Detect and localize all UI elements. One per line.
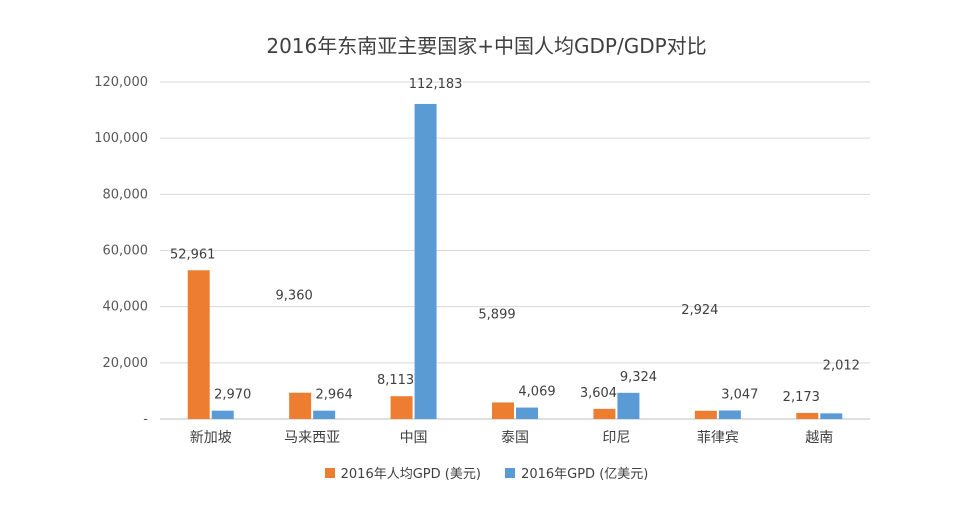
data-label: 8,113 bbox=[377, 373, 414, 388]
legend-swatch-blue bbox=[505, 467, 516, 478]
bar-gdp bbox=[718, 410, 741, 419]
data-label: 2,012 bbox=[823, 358, 860, 373]
data-label: 3,047 bbox=[721, 387, 758, 402]
y-tick-label: 20,000 bbox=[103, 356, 149, 371]
data-label: 9,360 bbox=[276, 289, 313, 304]
data-labels: 52,961 2,970 9,360 2,964 8,113 112,183 5,899 4,… bbox=[170, 77, 860, 405]
bar-per-capita bbox=[694, 410, 717, 419]
gridlines bbox=[160, 81, 870, 420]
data-label: 2,970 bbox=[214, 388, 251, 403]
x-category-label: 新加坡 bbox=[190, 430, 232, 446]
chart-title: 2016年东南亚主要国家+中国人均GDP/GDP对比 bbox=[266, 34, 707, 58]
data-label: 2,173 bbox=[783, 390, 820, 405]
y-tick-label: 100,000 bbox=[94, 131, 148, 146]
bar-per-capita bbox=[390, 396, 413, 419]
bar-gdp bbox=[313, 410, 336, 419]
bar-gdp bbox=[617, 392, 640, 419]
legend-item-gdp: 2016年GPD (亿美元) bbox=[505, 463, 648, 482]
data-label: 3,604 bbox=[580, 386, 617, 401]
legend-item-per-capita: 2016年人均GPD (美元) bbox=[324, 463, 481, 482]
bar-per-capita bbox=[187, 270, 210, 419]
x-category-label: 越南 bbox=[805, 430, 833, 446]
y-tick-label: 60,000 bbox=[103, 244, 149, 259]
bar-per-capita bbox=[796, 412, 819, 419]
y-tick-label: 120,000 bbox=[94, 75, 148, 90]
bar-gdp bbox=[414, 103, 437, 419]
data-label: 9,324 bbox=[620, 370, 657, 385]
legend-label-per-capita: 2016年人均GPD (美元) bbox=[340, 467, 481, 482]
legend-label-gdp: 2016年GPD (亿美元) bbox=[521, 467, 649, 482]
data-label: 2,964 bbox=[316, 388, 353, 403]
data-label: 2,924 bbox=[681, 303, 718, 318]
x-category-label: 菲律宾 bbox=[697, 430, 739, 446]
bars bbox=[187, 103, 843, 419]
data-label: 112,183 bbox=[409, 77, 463, 92]
x-axis-categories: 新加坡 马来西亚 中国 泰国 印尼 菲律宾 越南 bbox=[190, 430, 834, 446]
x-category-label: 泰国 bbox=[501, 430, 529, 446]
legend-swatch-orange bbox=[324, 467, 335, 478]
y-tick-label: 40,000 bbox=[103, 300, 149, 315]
y-tick-label: 80,000 bbox=[103, 187, 149, 202]
x-category-label: 马来西亚 bbox=[284, 430, 340, 446]
x-category-label: 中国 bbox=[400, 430, 428, 446]
bar-chart: -20,00040,00060,00080,000100,000120,000 … bbox=[94, 75, 870, 446]
data-label: 52,961 bbox=[170, 247, 216, 262]
bar-gdp bbox=[820, 413, 843, 419]
bar-per-capita bbox=[289, 392, 312, 419]
bar-per-capita bbox=[593, 408, 616, 419]
bar-gdp bbox=[516, 407, 538, 419]
y-tick-label: - bbox=[143, 412, 148, 427]
y-axis-ticks: - 20,000 40,000 60,000 80,000 100,000 120,000 bbox=[94, 75, 148, 427]
data-label: 5,899 bbox=[478, 307, 515, 322]
bar-gdp bbox=[211, 410, 234, 419]
data-label: 4,069 bbox=[518, 385, 555, 400]
x-category-label: 印尼 bbox=[602, 430, 630, 446]
legend: 2016年人均GPD (美元) 2016年GPD (亿美元) bbox=[0, 463, 973, 482]
bar-per-capita bbox=[492, 402, 514, 419]
